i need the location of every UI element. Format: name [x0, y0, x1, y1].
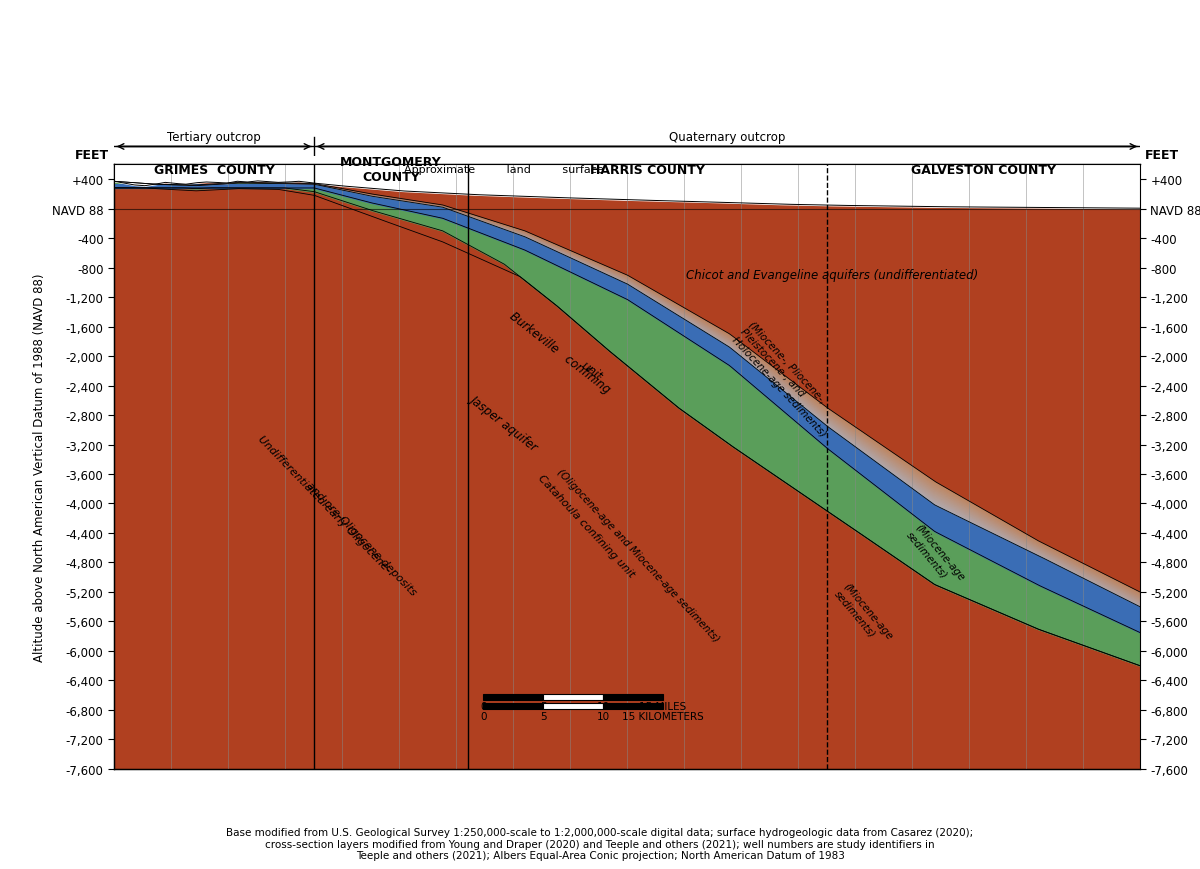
Text: and pre-Oligocene deposits: and pre-Oligocene deposits — [302, 477, 419, 597]
Text: 15 MILES: 15 MILES — [640, 701, 686, 712]
Text: HARRIS COUNTY: HARRIS COUNTY — [590, 163, 704, 176]
Text: Catahoula confining unit: Catahoula confining unit — [536, 473, 636, 579]
Text: (Miocene-, Pliocene-,
Pleistocene-, and
Holocene-age sediments): (Miocene-, Pliocene-, Pleistocene-, and … — [730, 319, 845, 439]
Text: Base modified from U.S. Geological Survey 1:250,000-scale to 1:2,000,000-scale d: Base modified from U.S. Geological Surve… — [227, 827, 973, 860]
Text: 5: 5 — [540, 711, 546, 721]
Text: 15 KILOMETERS: 15 KILOMETERS — [622, 711, 703, 721]
Text: Burkeville   confining: Burkeville confining — [508, 309, 613, 396]
Bar — [604, 704, 662, 709]
Text: (Miocene-age
sediments): (Miocene-age sediments) — [904, 521, 966, 589]
Text: (Oligocene-age and Miocene-age sediments): (Oligocene-age and Miocene-age sediments… — [556, 467, 721, 644]
Text: Jasper aquifer: Jasper aquifer — [468, 393, 540, 454]
Text: (Miocene-age
sediments): (Miocene-age sediments) — [833, 580, 894, 648]
Bar — [484, 694, 544, 700]
Text: Approximate         land         surface: Approximate land surface — [404, 164, 604, 175]
Bar — [604, 694, 662, 700]
Y-axis label: Altitude above North American Vertical Datum of 1988 (NAVD 88): Altitude above North American Vertical D… — [34, 273, 47, 661]
Bar — [544, 704, 604, 709]
Text: 10: 10 — [596, 701, 610, 712]
Text: Tertiary outcrop: Tertiary outcrop — [167, 130, 260, 143]
Text: unit: unit — [578, 359, 604, 383]
Text: FEET: FEET — [74, 149, 109, 163]
Text: Undifferentiated early Oligocene-: Undifferentiated early Oligocene- — [256, 434, 392, 574]
Text: Quaternary outcrop: Quaternary outcrop — [668, 130, 785, 143]
Text: 10: 10 — [596, 711, 610, 721]
Text: GALVESTON COUNTY: GALVESTON COUNTY — [911, 163, 1056, 176]
Text: MONTGOMERY
COUNTY: MONTGOMERY COUNTY — [340, 156, 442, 184]
Bar — [484, 704, 544, 709]
Bar — [544, 694, 604, 700]
Text: 5: 5 — [540, 701, 546, 712]
Text: 0: 0 — [480, 711, 487, 721]
Text: Chicot and Evangeline aquifers (undifferentiated): Chicot and Evangeline aquifers (undiffer… — [686, 269, 978, 282]
Text: 0: 0 — [480, 701, 487, 712]
Text: GRIMES  COUNTY: GRIMES COUNTY — [154, 163, 275, 176]
Text: FEET: FEET — [1145, 149, 1180, 163]
